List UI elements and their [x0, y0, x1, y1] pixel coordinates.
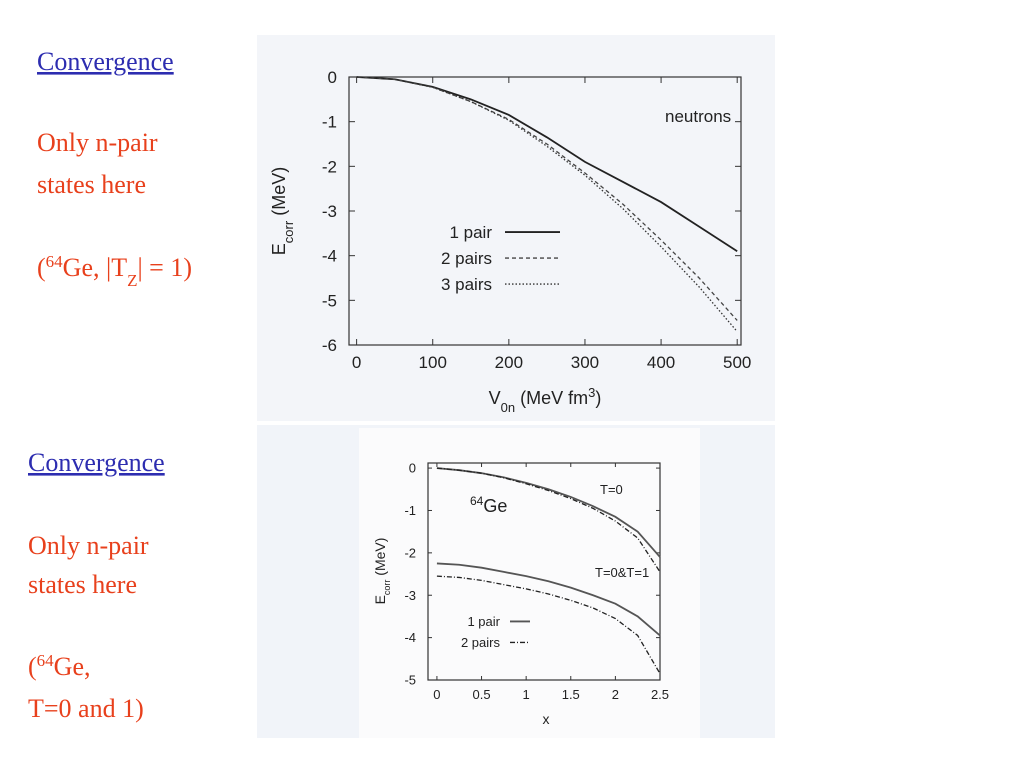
data-line — [436, 562, 661, 637]
x-tick-label: 2.5 — [651, 687, 669, 702]
annotation: 64Ge — [470, 494, 507, 516]
body-line: Only n-pair — [37, 128, 158, 157]
x-tick-label: 2 — [612, 687, 619, 702]
annotation: neutrons — [665, 107, 731, 126]
x-tick-label: 1 — [523, 687, 530, 702]
data-line — [436, 575, 661, 674]
text-part: T=0 and 1) — [28, 694, 144, 723]
text-part: E — [372, 595, 388, 604]
y-tick-label: -4 — [404, 630, 416, 645]
text-part: ( — [28, 652, 37, 681]
text-part: corr — [281, 220, 296, 243]
text-part: (MeV fm — [515, 388, 588, 408]
chart: 0 0.5 1 1.5 2 2.5 0 -1 -2 -3 -4 -5 Ecorr (MeV) x 64Ge T… — [372, 461, 669, 727]
y-tick-label: -1 — [322, 113, 337, 132]
legend-label: 3 pairs — [441, 275, 492, 294]
y-tick-label: -5 — [322, 291, 337, 310]
legend-label: 2 pairs — [441, 249, 492, 268]
y-tick-label: -3 — [322, 202, 337, 221]
note-line: (64Ge, — [28, 651, 91, 682]
x-axis-label: x — [543, 711, 550, 727]
text-part: ) — [595, 388, 601, 408]
x-tick-label: 0 — [433, 687, 440, 702]
text-part: V — [489, 388, 501, 408]
text-part: | = 1) — [137, 253, 192, 282]
x-tick-label: 200 — [495, 353, 523, 372]
x-tick-label: 0 — [352, 353, 361, 372]
x-tick-label: 100 — [419, 353, 447, 372]
heading-link: Convergence — [37, 47, 174, 76]
text-part: E — [269, 243, 289, 255]
x-tick-label: 500 — [723, 353, 751, 372]
text-part: neutrons — [665, 107, 731, 126]
y-tick-label: -4 — [322, 247, 337, 266]
legend-label: 1 pair — [449, 223, 492, 242]
text-part: 64 — [37, 651, 55, 670]
body-line: Only n-pair — [28, 531, 149, 560]
y-tick-label: -2 — [322, 157, 337, 176]
x-tick-label: 0.5 — [472, 687, 490, 702]
data-line — [356, 76, 738, 333]
y-axis-label: Ecorr (MeV) — [269, 167, 296, 255]
y-tick-label: 0 — [328, 68, 337, 87]
text-part: Ge — [483, 496, 507, 516]
y-tick-label: -1 — [404, 503, 416, 518]
text-part: (MeV) — [269, 167, 289, 221]
x-tick-label: 1.5 — [562, 687, 580, 702]
legend-label: 1 pair — [467, 614, 500, 629]
scan-background — [257, 35, 775, 421]
y-tick-label: -3 — [404, 588, 416, 603]
legend-label: 2 pairs — [461, 635, 501, 650]
x-tick-label: 400 — [647, 353, 675, 372]
data-line — [436, 467, 661, 573]
text-part: Z — [127, 271, 137, 290]
note-line: (64Ge, |TZ| = 1) — [37, 252, 192, 290]
text-part: ( — [37, 253, 46, 282]
text-part: 64 — [470, 494, 484, 508]
text-part: (MeV) — [372, 538, 388, 580]
note-line: T=0 and 1) — [28, 694, 144, 723]
chart: 0 100 200 300 400 500 0 -1 -2 -3 -4 -5 -6 Ecorr (MeV)… — [269, 68, 751, 415]
y-tick-label: -5 — [404, 673, 416, 688]
curve-label: T=0&T=1 — [595, 565, 649, 580]
y-tick-label: -2 — [404, 545, 416, 560]
y-axis-label: Ecorr (MeV) — [372, 538, 392, 605]
text-part: 3 — [588, 385, 595, 400]
text-part: x — [543, 711, 550, 727]
body-line: states here — [37, 170, 146, 199]
text-part: 64 — [46, 252, 64, 271]
heading-link: Convergence — [28, 448, 165, 477]
y-tick-label: -6 — [322, 336, 337, 355]
text-part: 0n — [501, 400, 515, 415]
x-axis-label: V0n (MeV fm3) — [489, 385, 602, 415]
body-line: states here — [28, 570, 137, 599]
text-part: corr — [382, 580, 392, 596]
x-tick-label: 300 — [571, 353, 599, 372]
y-tick-label: 0 — [409, 461, 416, 476]
text-part: Ge, — [54, 652, 91, 681]
scan-background — [359, 428, 700, 738]
text-part: Ge, |T — [63, 253, 128, 282]
curve-label: T=0 — [600, 482, 623, 497]
plot-frame — [427, 462, 661, 681]
